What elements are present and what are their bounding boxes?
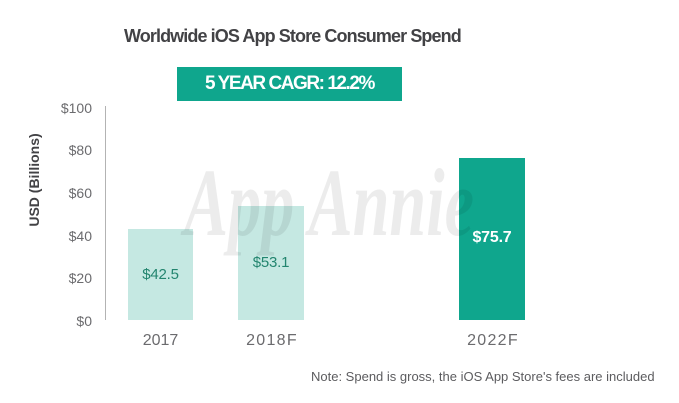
svg-text:App Annie: App Annie — [181, 149, 474, 256]
